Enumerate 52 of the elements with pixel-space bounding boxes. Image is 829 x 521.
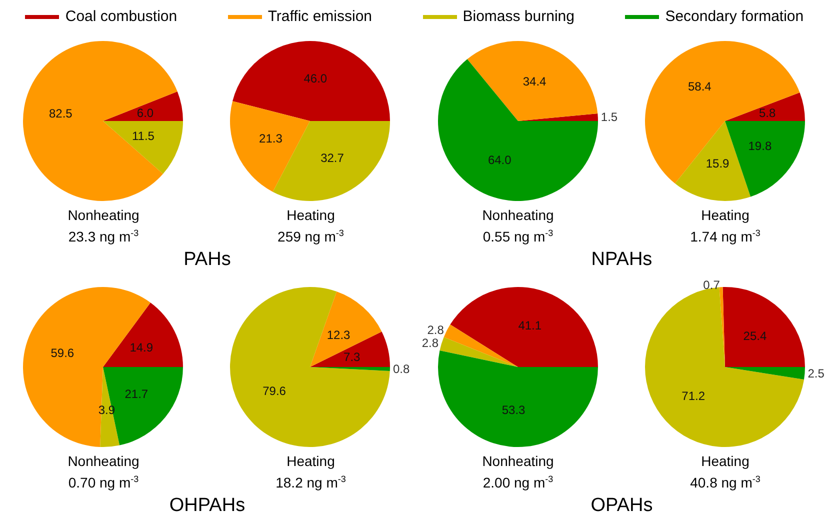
data-label: 12.3 xyxy=(327,328,351,342)
legend-label: Traffic emission xyxy=(268,8,372,25)
data-label: 21.3 xyxy=(259,131,283,146)
data-label: 15.9 xyxy=(706,156,730,170)
text: 40.8 ng m$^{-3}$ xyxy=(690,474,760,491)
data-label: 0.7 xyxy=(702,278,720,292)
text: 1.74 ng m$^{-3}$ xyxy=(690,228,760,245)
text: 259 ng m$^{-3}$ xyxy=(278,228,344,245)
data-label: 1.5 xyxy=(600,110,618,124)
legend-label: Coal combustion xyxy=(65,8,178,25)
data-label: 25.4 xyxy=(743,329,767,344)
data-label: 71.2 xyxy=(681,389,706,404)
text: OHPAHs xyxy=(168,495,246,517)
text: 0.55 ng m$^{-3}$ xyxy=(482,228,554,245)
data-label: 32.7 xyxy=(320,150,344,165)
text: PAHs xyxy=(182,249,232,271)
text: Nonheating xyxy=(482,453,554,469)
data-label: 2.8 xyxy=(421,336,438,350)
text: Heating xyxy=(286,207,335,223)
data-label: 64.0 xyxy=(487,152,512,167)
text: Nonheating xyxy=(482,207,554,223)
text: OPAHs xyxy=(590,495,654,517)
data-label: 34.4 xyxy=(522,74,546,88)
data-label: 59.6 xyxy=(50,346,74,360)
data-label: 41.1 xyxy=(518,318,542,333)
text: 23.3 ng m$^{-3}$ xyxy=(68,228,139,245)
text: Heating xyxy=(701,453,750,469)
legend-label: Secondary formation xyxy=(665,8,804,25)
data-label: 21.7 xyxy=(124,387,148,402)
data-label: 19.8 xyxy=(748,139,772,154)
legend-label: Biomass burning xyxy=(462,8,574,25)
text: NPAHs xyxy=(590,249,654,271)
text: 0.70 ng m$^{-3}$ xyxy=(68,474,139,491)
data-label: 46.0 xyxy=(304,71,328,86)
text: Nonheating xyxy=(68,453,140,469)
text: 18.2 ng m$^{-3}$ xyxy=(276,474,346,491)
data-label: 82.5 xyxy=(48,106,73,121)
data-label: 53.3 xyxy=(501,402,526,417)
text: Heating xyxy=(701,207,750,223)
text: Nonheating xyxy=(68,207,140,223)
text: Heating xyxy=(286,453,335,469)
data-label: 0.8 xyxy=(393,362,410,376)
data-label: 2.5 xyxy=(807,366,825,380)
data-label: 11.5 xyxy=(132,129,155,144)
data-label: 7.3 xyxy=(344,350,361,364)
data-label: 6.0 xyxy=(136,106,154,120)
data-label: 58.4 xyxy=(688,79,712,94)
text: 2.00 ng m$^{-3}$ xyxy=(482,474,554,491)
data-label: 2.8 xyxy=(426,322,444,337)
data-label: 14.9 xyxy=(130,340,154,355)
data-label: 5.8 xyxy=(758,106,776,120)
data-label: 79.6 xyxy=(262,384,287,398)
